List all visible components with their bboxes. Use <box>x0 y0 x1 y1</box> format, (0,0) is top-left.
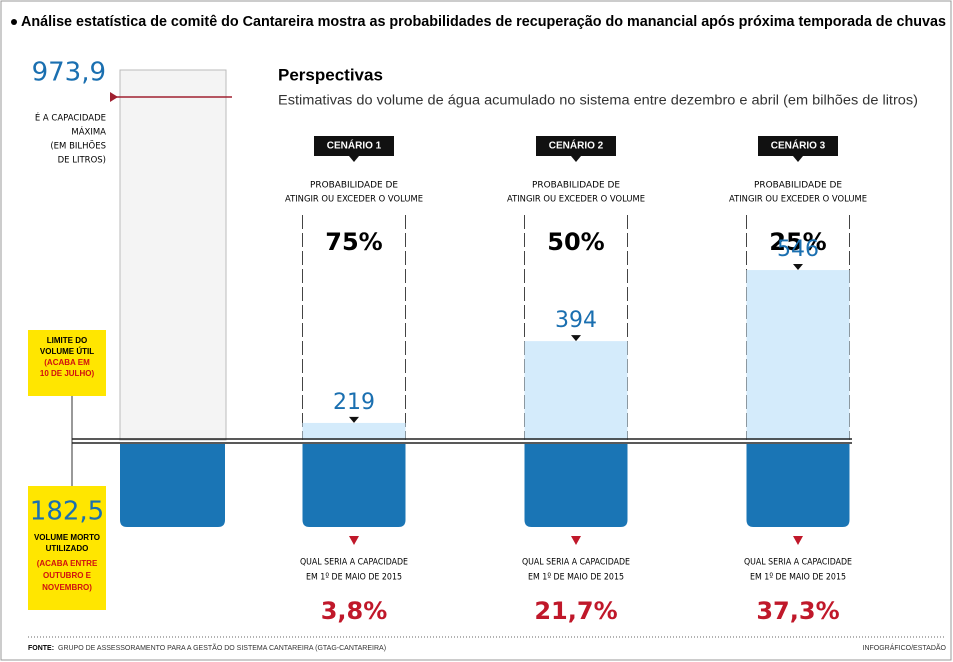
scenario-name: CENÁRIO 3 <box>771 139 826 152</box>
useful-limit-text: VOLUME ÚTIL <box>40 347 94 356</box>
useful-limit-box <box>28 330 106 396</box>
volume-pointer <box>571 335 581 342</box>
headline: Análise estatística de comitê do Cantare… <box>21 14 946 30</box>
capacity-percent: 37,3% <box>756 597 839 625</box>
volume-label: 219 <box>333 390 375 415</box>
tag-tip <box>349 156 359 162</box>
subtitle: Estimativas do volume de água acumulado … <box>278 93 918 108</box>
probability-text: PROBABILIDADE DE <box>310 181 398 191</box>
red-pointer <box>571 536 581 545</box>
pointer <box>110 92 118 102</box>
scenario-name: CENÁRIO 2 <box>549 139 604 152</box>
title: Perspectivas <box>278 65 383 84</box>
useful-limit-note: (ACABA EM <box>44 358 90 367</box>
credit: INFOGRÁFICO/ESTADÃO <box>863 643 947 652</box>
dead-volume-text: VOLUME MORTO <box>34 533 100 542</box>
dead-volume-value: 182,5 <box>30 497 104 527</box>
capacity-text: QUAL SERIA A CAPACIDADE <box>522 558 630 568</box>
red-pointer <box>793 536 803 545</box>
probability: 25% <box>769 228 826 256</box>
volume-bar <box>746 270 850 440</box>
dead-water <box>746 444 850 527</box>
capacity-text: É A CAPACIDADE <box>35 112 106 124</box>
capacity-text: (EM BILHÕES <box>50 140 106 152</box>
dead-volume-note: NOVEMBRO) <box>42 583 92 592</box>
probability-text: PROBABILIDADE DE <box>754 181 842 191</box>
volume-pointer <box>793 264 803 271</box>
probability-text: PROBABILIDADE DE <box>532 181 620 191</box>
volume-label: 546 <box>777 237 819 262</box>
capacity-percent: 3,8% <box>321 597 388 625</box>
probability: 75% <box>325 228 382 256</box>
dead-water <box>524 444 628 527</box>
useful-limit-text: LIMITE DO <box>47 336 87 345</box>
tag-tip <box>571 156 581 162</box>
capacity-text: QUAL SERIA A CAPACIDADE <box>744 558 852 568</box>
useful-limit-note: 10 DE JULHO) <box>40 369 95 378</box>
capacity-percent: 21,7% <box>534 597 617 625</box>
probability-text: ATINGIR OU EXCEDER O VOLUME <box>729 195 867 205</box>
capacity-text: QUAL SERIA A CAPACIDADE <box>300 558 408 568</box>
source: GRUPO DE ASSESSORAMENTO PARA A GESTÃO DO… <box>58 643 386 652</box>
dead-volume-text: UTILIZADO <box>46 544 89 553</box>
dead-volume-note: (ACABA ENTRE <box>37 559 98 568</box>
bullet <box>11 19 17 25</box>
red-pointer <box>349 536 359 545</box>
scenario-tag <box>314 136 394 156</box>
dead-volume-note: OUTUBRO E <box>43 571 92 580</box>
capacity-text: EM 1º DE MAIO DE 2015 <box>750 573 846 583</box>
scenario-name: CENÁRIO 1 <box>327 139 382 152</box>
probability-text: ATINGIR OU EXCEDER O VOLUME <box>285 195 423 205</box>
scenario-tag <box>536 136 616 156</box>
volume-bar <box>524 341 628 440</box>
source-label: FONTE: <box>28 645 54 652</box>
dead-water <box>302 444 406 527</box>
scenario-tag <box>758 136 838 156</box>
tag-tip <box>793 156 803 162</box>
capacity-value: 973,9 <box>32 58 106 88</box>
probability: 50% <box>547 228 604 256</box>
volume-bar <box>302 422 406 440</box>
capacity-text: EM 1º DE MAIO DE 2015 <box>528 573 624 583</box>
dead-water <box>120 444 225 527</box>
capacity-text: MÁXIMA <box>71 126 106 138</box>
reservoir-column <box>119 69 227 441</box>
volume-pointer <box>349 416 359 423</box>
capacity-text: EM 1º DE MAIO DE 2015 <box>306 573 402 583</box>
volume-label: 394 <box>555 308 597 333</box>
probability-text: ATINGIR OU EXCEDER O VOLUME <box>507 195 645 205</box>
dead-volume-box <box>28 486 106 610</box>
capacity-text: DE LITROS) <box>58 156 106 166</box>
